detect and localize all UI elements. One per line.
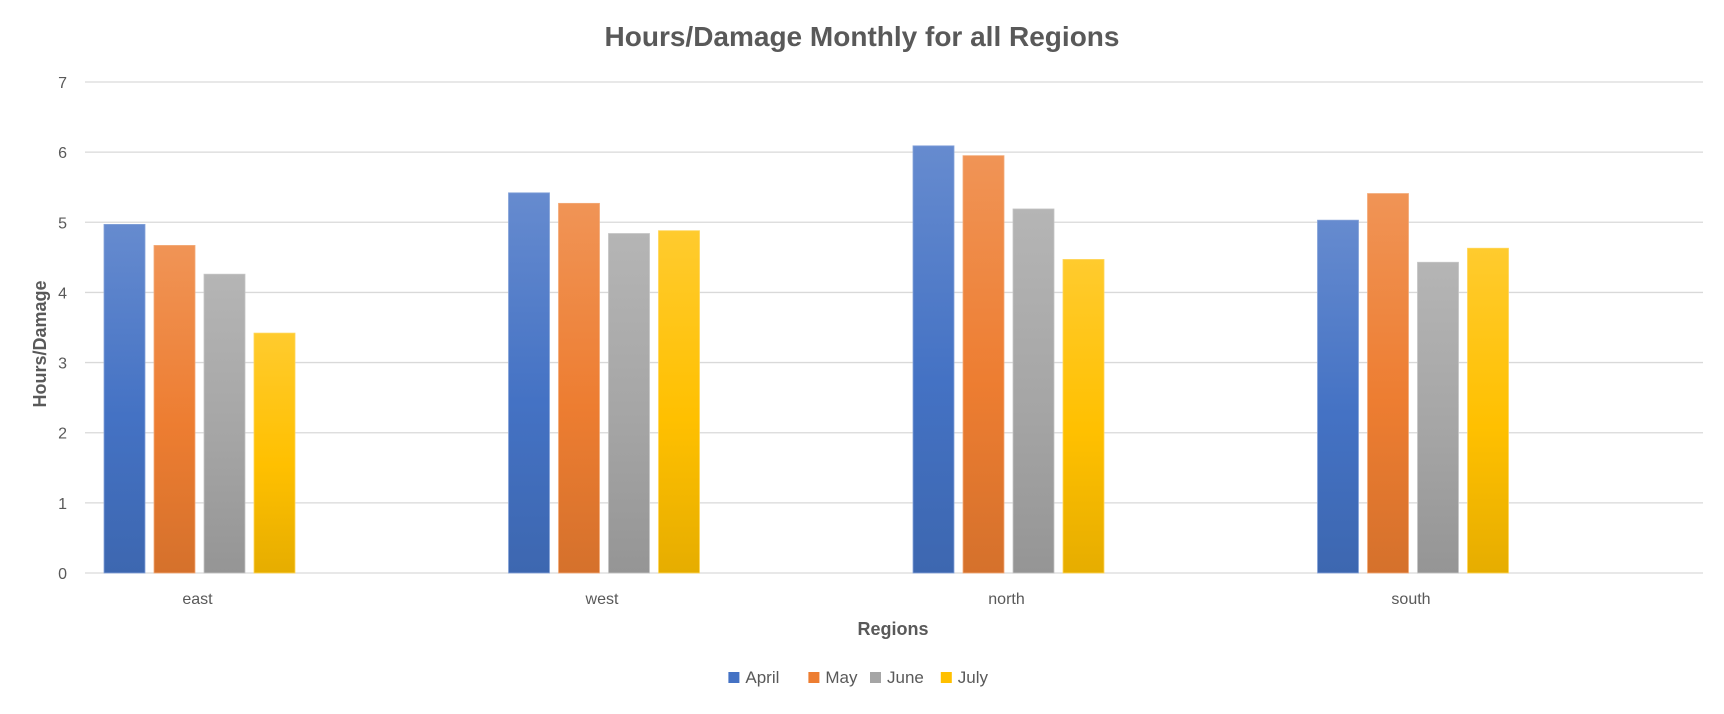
- legend-label: July: [958, 668, 989, 687]
- bar-south-april: [1317, 219, 1359, 574]
- x-tick-label: west: [585, 591, 619, 608]
- legend-label: May: [825, 668, 858, 687]
- y-axis-ticks: 0 1 2 3 4 5 6 7: [58, 75, 67, 583]
- legend-swatch: [870, 672, 881, 683]
- legend: April May June July: [728, 668, 989, 687]
- y-tick-label: 0: [58, 566, 67, 583]
- y-tick-label: 7: [58, 75, 67, 92]
- bar-east-june: [203, 273, 246, 574]
- bar-south-june: [1417, 261, 1459, 574]
- chart-title: Hours/Damage Monthly for all Regions: [605, 21, 1120, 52]
- bar-east-may: [153, 245, 196, 574]
- legend-swatch: [940, 672, 952, 683]
- y-tick-label: 1: [58, 496, 67, 513]
- bar-west-june: [608, 233, 650, 574]
- legend-item-july: July: [940, 668, 989, 687]
- bar-north-june: [1012, 208, 1055, 574]
- legend-label: April: [745, 668, 779, 687]
- legend-item-june: June: [870, 668, 924, 687]
- bar-south-july: [1467, 247, 1509, 574]
- bar-south-may: [1367, 193, 1409, 574]
- bar-west-july: [658, 230, 700, 574]
- legend-item-may: May: [808, 668, 858, 687]
- x-tick-label: east: [182, 591, 213, 608]
- y-tick-label: 5: [58, 215, 67, 232]
- bar-north-may: [962, 155, 1005, 574]
- bars: [103, 145, 1509, 574]
- bar-west-april: [508, 192, 550, 574]
- legend-swatch: [728, 672, 740, 683]
- bar-north-july: [1062, 259, 1105, 574]
- bar-east-july: [253, 332, 296, 574]
- legend-item-april: April: [728, 668, 779, 687]
- y-tick-label: 6: [58, 145, 67, 162]
- bar-north-april: [912, 145, 955, 574]
- x-tick-label: south: [1391, 591, 1430, 608]
- y-tick-label: 3: [58, 356, 67, 373]
- legend-label: June: [887, 668, 924, 687]
- x-axis-title: Regions: [857, 619, 928, 639]
- gridlines: [85, 81, 1703, 574]
- x-axis-ticks: east west north south: [182, 591, 1430, 608]
- y-axis-title: Hours/Damage: [30, 280, 50, 407]
- y-tick-label: 2: [58, 426, 67, 443]
- bar-west-may: [558, 202, 600, 574]
- bar-east-april: [103, 223, 146, 574]
- legend-swatch: [808, 672, 820, 683]
- y-tick-label: 4: [58, 285, 67, 302]
- x-tick-label: north: [988, 591, 1024, 608]
